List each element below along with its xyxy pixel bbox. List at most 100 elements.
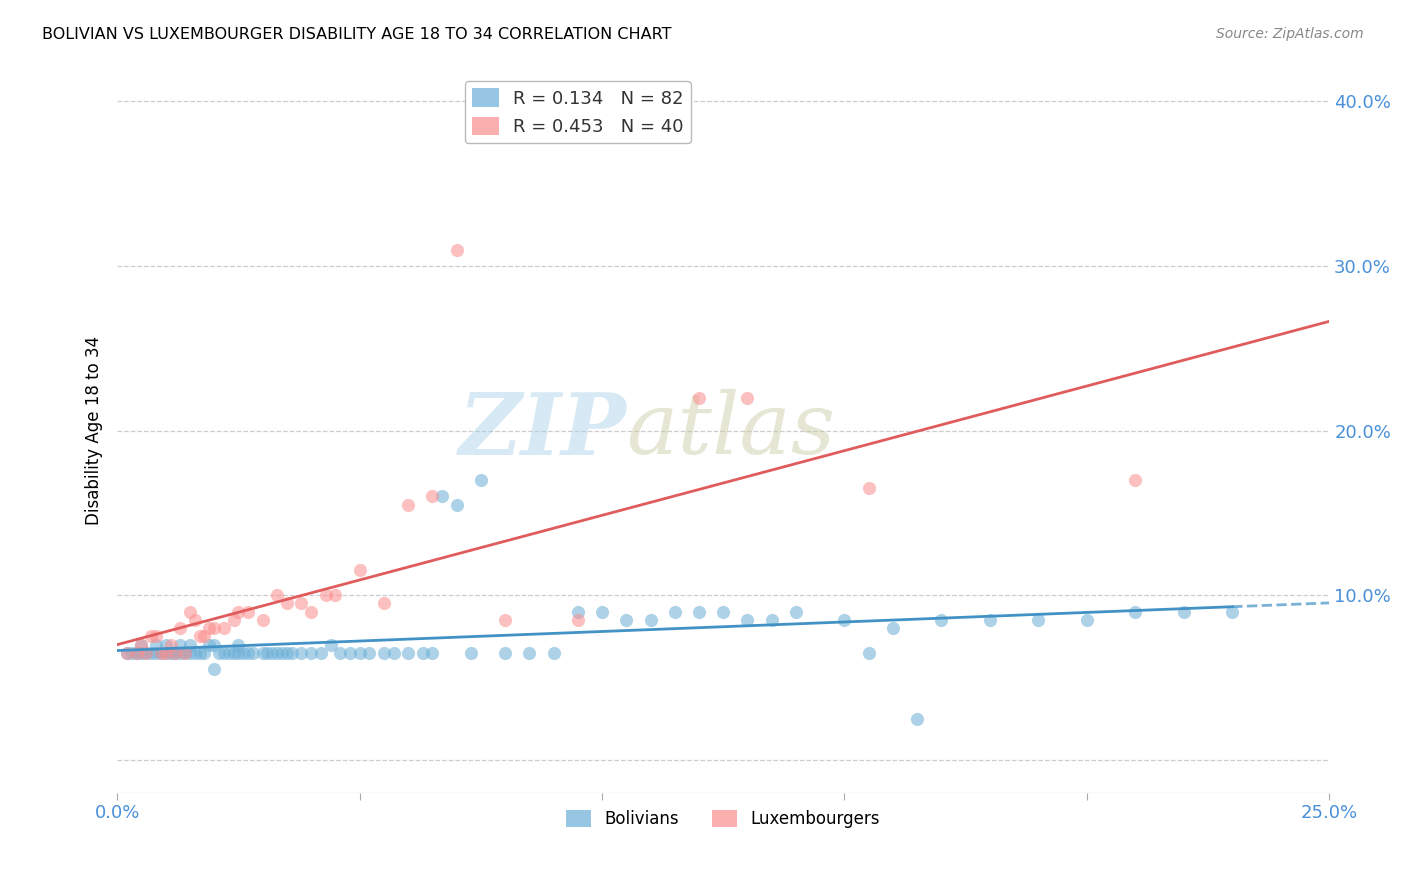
Point [931, 613, 953, 627]
Point [420, 646, 443, 660]
Legend: Bolivians, Luxembourgers: Bolivians, Luxembourgers [560, 804, 887, 835]
Point [591, 605, 613, 619]
Point [115, 646, 138, 660]
Point [349, 646, 371, 660]
Point [276, 596, 298, 610]
Point [396, 646, 419, 660]
Point [131, 638, 153, 652]
Point [1123, 473, 1146, 487]
Point [139, 629, 162, 643]
Point [135, 646, 157, 660]
Point [319, 638, 342, 652]
Point [212, 621, 235, 635]
Point [232, 646, 254, 660]
Point [299, 646, 322, 660]
Point [179, 646, 201, 660]
Point [202, 621, 225, 635]
Point [315, 588, 337, 602]
Point [252, 646, 274, 660]
Point [188, 629, 211, 643]
Point [145, 646, 167, 660]
Point [858, 481, 880, 495]
Point [115, 646, 138, 660]
Point [228, 638, 250, 652]
Point [159, 646, 181, 660]
Point [165, 646, 187, 660]
Point [271, 646, 294, 660]
Point [1123, 605, 1146, 619]
Point [198, 621, 221, 635]
Text: Source: ZipAtlas.com: Source: ZipAtlas.com [1216, 27, 1364, 41]
Point [290, 596, 312, 610]
Point [242, 646, 264, 660]
Point [131, 638, 153, 652]
Point [165, 646, 187, 660]
Point [193, 646, 215, 660]
Text: atlas: atlas [626, 389, 835, 472]
Point [309, 646, 332, 660]
Point [688, 605, 710, 619]
Point [125, 646, 148, 660]
Point [1173, 605, 1195, 619]
Point [236, 646, 259, 660]
Point [567, 613, 589, 627]
Point [184, 613, 207, 627]
Point [179, 605, 201, 619]
Point [785, 605, 807, 619]
Point [155, 646, 177, 660]
Point [280, 646, 302, 660]
Point [494, 646, 516, 660]
Point [470, 473, 492, 487]
Point [1220, 605, 1243, 619]
Point [412, 646, 434, 660]
Point [262, 646, 284, 660]
Y-axis label: Disability Age 18 to 34: Disability Age 18 to 34 [86, 336, 103, 525]
Point [430, 490, 453, 504]
Point [228, 646, 250, 660]
Point [212, 646, 235, 660]
Point [382, 646, 405, 660]
Point [218, 646, 240, 660]
Point [155, 638, 177, 652]
Point [222, 646, 245, 660]
Point [299, 605, 322, 619]
Point [373, 596, 395, 610]
Point [614, 613, 637, 627]
Point [202, 662, 225, 676]
Point [155, 646, 177, 660]
Point [446, 498, 468, 512]
Point [543, 646, 565, 660]
Point [202, 638, 225, 652]
Point [494, 613, 516, 627]
Text: BOLIVIAN VS LUXEMBOURGER DISABILITY AGE 18 TO 34 CORRELATION CHART: BOLIVIAN VS LUXEMBOURGER DISABILITY AGE … [42, 27, 672, 42]
Point [131, 646, 153, 660]
Point [169, 621, 191, 635]
Point [325, 588, 347, 602]
Point [420, 490, 443, 504]
Point [135, 646, 157, 660]
Point [266, 588, 288, 602]
Point [834, 613, 856, 627]
Point [179, 638, 201, 652]
Point [396, 498, 419, 512]
Point [198, 638, 221, 652]
Point [567, 605, 589, 619]
Point [145, 638, 167, 652]
Point [979, 613, 1001, 627]
Point [373, 646, 395, 660]
Point [145, 629, 167, 643]
Point [761, 613, 783, 627]
Point [359, 646, 381, 660]
Point [737, 391, 759, 405]
Point [139, 646, 162, 660]
Point [208, 646, 231, 660]
Point [349, 564, 371, 578]
Point [222, 613, 245, 627]
Point [121, 646, 143, 660]
Point [174, 646, 197, 660]
Point [276, 646, 298, 660]
Point [228, 605, 250, 619]
Point [125, 646, 148, 660]
Point [517, 646, 540, 660]
Text: ZIP: ZIP [458, 389, 626, 473]
